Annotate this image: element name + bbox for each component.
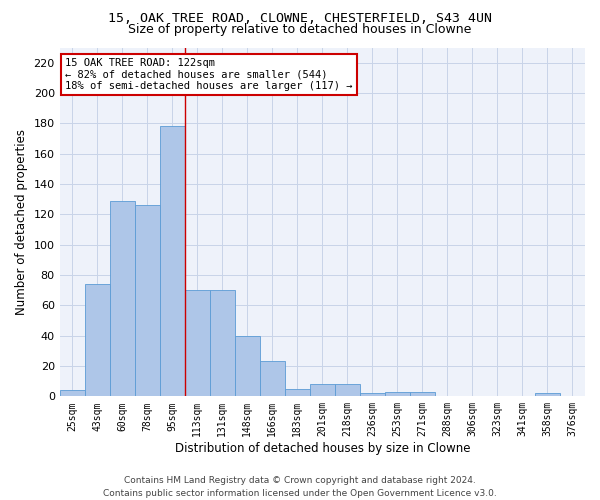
Bar	[185, 290, 210, 397]
Text: Contains HM Land Registry data © Crown copyright and database right 2024.
Contai: Contains HM Land Registry data © Crown c…	[103, 476, 497, 498]
Bar	[110, 200, 135, 396]
Bar	[310, 384, 335, 396]
Bar	[410, 392, 435, 396]
Bar	[210, 290, 235, 397]
Bar	[135, 205, 160, 396]
Bar	[160, 126, 185, 396]
Bar	[535, 394, 560, 396]
Bar	[59, 390, 85, 396]
Text: 15 OAK TREE ROAD: 122sqm
← 82% of detached houses are smaller (544)
18% of semi-: 15 OAK TREE ROAD: 122sqm ← 82% of detach…	[65, 58, 352, 91]
Text: Size of property relative to detached houses in Clowne: Size of property relative to detached ho…	[128, 22, 472, 36]
Bar	[385, 392, 410, 396]
Bar	[335, 384, 360, 396]
Bar	[85, 284, 110, 397]
Bar	[235, 336, 260, 396]
X-axis label: Distribution of detached houses by size in Clowne: Distribution of detached houses by size …	[175, 442, 470, 455]
Bar	[285, 389, 310, 396]
Y-axis label: Number of detached properties: Number of detached properties	[15, 129, 28, 315]
Bar	[360, 394, 385, 396]
Bar	[260, 362, 285, 396]
Text: 15, OAK TREE ROAD, CLOWNE, CHESTERFIELD, S43 4UN: 15, OAK TREE ROAD, CLOWNE, CHESTERFIELD,…	[108, 12, 492, 26]
